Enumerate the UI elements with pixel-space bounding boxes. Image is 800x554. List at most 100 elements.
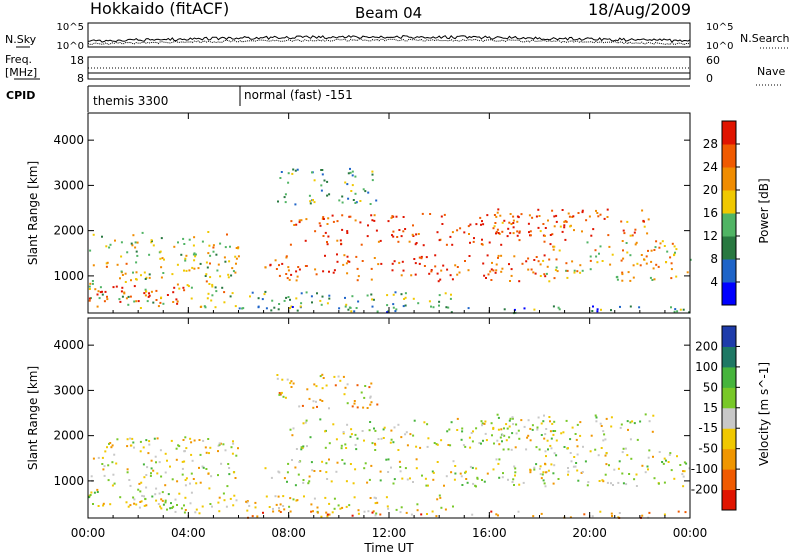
echo-cell — [113, 482, 116, 485]
echo-cell — [321, 169, 324, 171]
echo-cell — [142, 446, 145, 449]
echo-cell — [608, 464, 610, 467]
echo-cell — [377, 240, 380, 243]
echo-cell — [429, 213, 432, 215]
echo-cell — [404, 304, 407, 307]
echo-cell — [184, 484, 187, 487]
echo-cell — [579, 421, 582, 424]
echo-cell — [392, 441, 395, 444]
echo-cell — [391, 262, 394, 265]
nave-tick-high: 60 — [706, 54, 720, 67]
echo-cell — [427, 437, 430, 440]
echo-cell — [345, 505, 348, 508]
echo-cell — [427, 484, 429, 487]
echo-cell — [280, 391, 283, 394]
echo-cell — [449, 444, 452, 447]
echo-cell — [349, 215, 352, 218]
echo-cell — [322, 270, 325, 273]
echo-cell — [383, 426, 386, 429]
echo-cell — [529, 230, 532, 233]
echo-cell — [682, 475, 685, 478]
echo-cell — [264, 467, 267, 470]
echo-cell — [525, 448, 528, 451]
echo-cell — [371, 170, 374, 173]
echo-cell — [544, 485, 547, 488]
echo-cell — [618, 460, 621, 463]
echo-cell — [379, 239, 382, 242]
echo-cell — [659, 242, 662, 245]
echo-cell — [625, 242, 628, 244]
echo-cell — [647, 468, 649, 471]
echo-cell — [103, 474, 106, 477]
echo-cell — [199, 481, 202, 484]
echo-cell — [497, 416, 500, 419]
echo-cell — [543, 254, 546, 257]
echo-cell — [203, 305, 206, 308]
echo-cell — [160, 276, 163, 279]
echo-cell — [497, 256, 499, 259]
echo-cell — [392, 482, 395, 485]
echo-cell — [324, 254, 326, 257]
echo-cell — [218, 442, 221, 445]
echo-cell — [572, 215, 575, 218]
echo-cell — [294, 484, 297, 487]
nave-tick-low: 0 — [706, 72, 713, 85]
echo-cell — [376, 310, 379, 313]
echo-cell — [208, 452, 210, 455]
echo-cell — [436, 272, 439, 275]
echo-cell — [600, 447, 603, 449]
echo-cell — [446, 268, 449, 271]
echo-cell — [442, 264, 445, 267]
echo-cell — [277, 308, 280, 311]
echo-cell — [274, 259, 277, 262]
echo-cell — [134, 246, 137, 249]
echo-cell — [591, 515, 594, 518]
echo-cell — [512, 215, 515, 218]
echo-cell — [112, 473, 115, 476]
echo-cell — [207, 231, 210, 233]
echo-cell — [635, 485, 638, 487]
echo-cell — [603, 433, 606, 436]
echo-cell — [173, 245, 176, 248]
echo-cell — [311, 301, 313, 304]
echo-cell — [484, 432, 487, 435]
echo-cell — [193, 439, 196, 442]
echo-cell — [211, 285, 214, 288]
echo-cell — [663, 481, 666, 484]
echo-cell — [576, 423, 579, 426]
echo-cell — [523, 425, 526, 428]
echo-cell — [341, 228, 344, 231]
echo-cell — [508, 419, 511, 422]
echo-cell — [522, 481, 525, 484]
echo-cell — [353, 402, 356, 405]
echo-cell — [490, 279, 493, 281]
echo-cell — [89, 494, 92, 496]
echo-cell — [328, 407, 330, 410]
echo-cell — [88, 299, 91, 302]
echo-cell — [227, 276, 230, 279]
power-scatter — [88, 167, 692, 315]
echo-cell — [356, 406, 359, 409]
echo-cell — [418, 256, 421, 259]
echo-cell — [544, 450, 547, 453]
echo-cell — [206, 266, 209, 269]
echo-cell — [231, 267, 234, 270]
echo-cell — [652, 414, 655, 417]
echo-cell — [344, 296, 346, 299]
echo-cell — [374, 514, 377, 517]
echo-cell — [511, 432, 514, 435]
echo-cell — [289, 382, 292, 385]
echo-cell — [291, 172, 294, 175]
echo-cell — [685, 462, 688, 465]
echo-cell — [599, 245, 602, 248]
echo-cell — [500, 270, 503, 273]
echo-cell — [405, 431, 408, 434]
echo-cell — [527, 222, 530, 225]
echo-cell — [471, 466, 474, 469]
echo-cell — [327, 217, 330, 220]
echo-cell — [410, 513, 413, 516]
echo-cell — [340, 444, 343, 447]
echo-cell — [377, 263, 380, 266]
echo-cell — [289, 510, 292, 513]
echo-cell — [224, 246, 227, 249]
